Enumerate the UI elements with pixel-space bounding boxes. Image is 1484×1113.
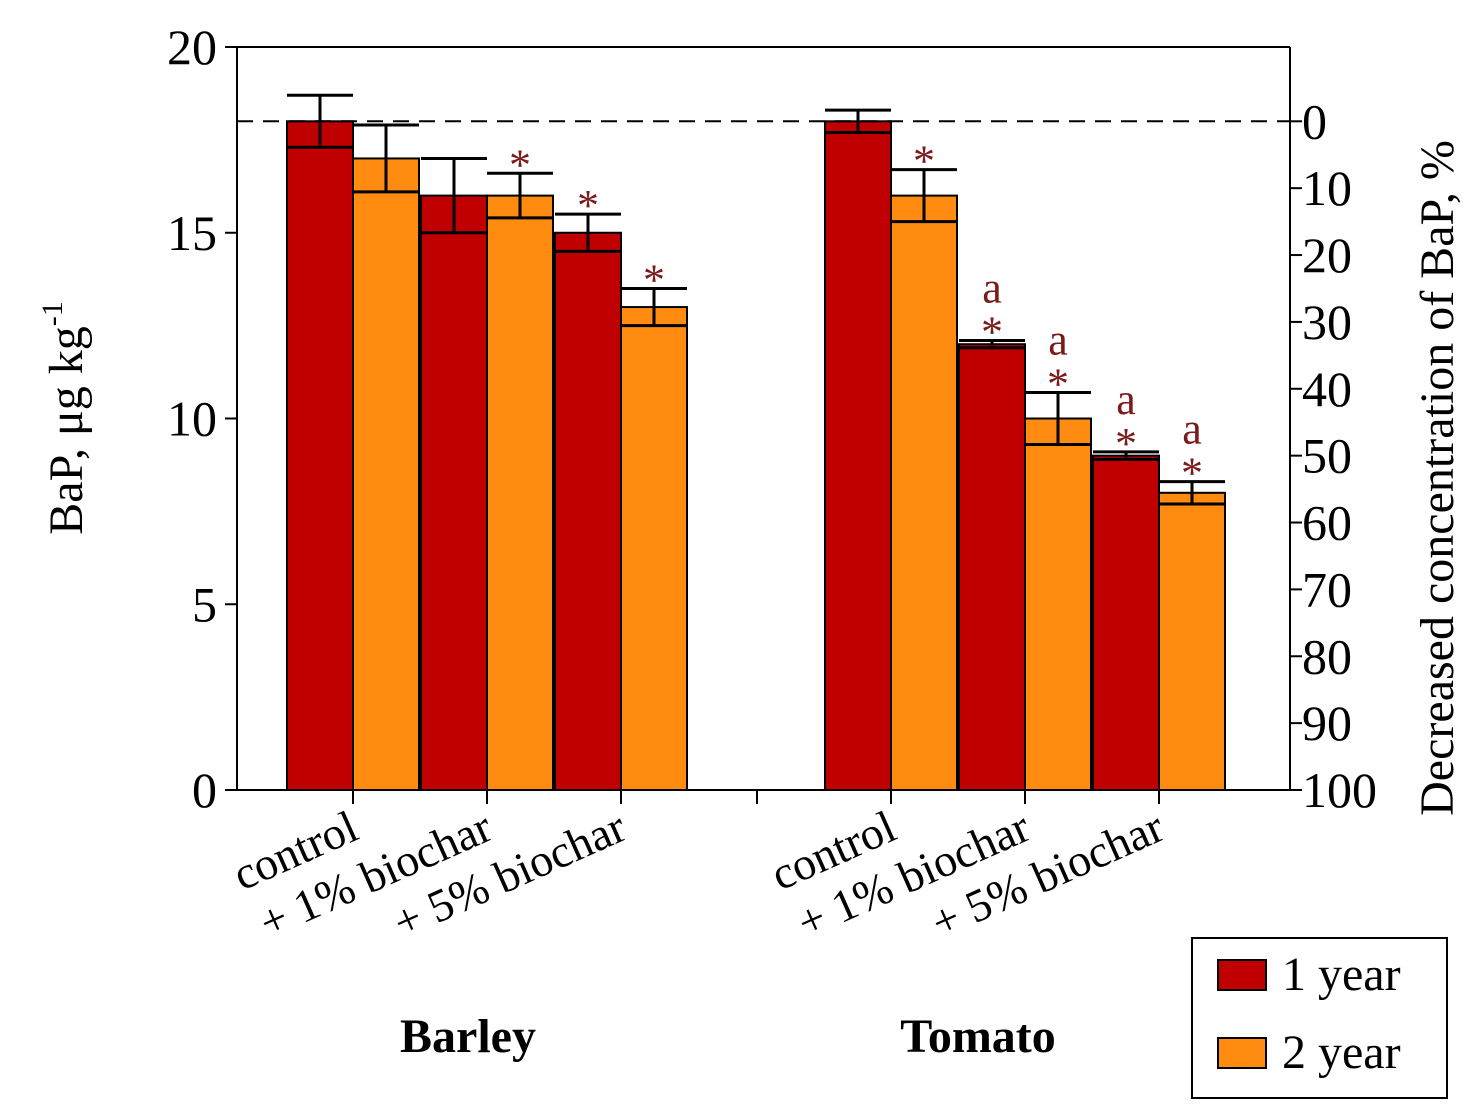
legend-swatch-2-year xyxy=(1217,1037,1267,1069)
bar-barley-2-2-year xyxy=(620,306,688,791)
y-tick-label: 15 xyxy=(167,205,217,261)
group-label-tomato: Tomato xyxy=(900,1010,1056,1063)
significance-letter: a xyxy=(1182,405,1202,454)
bar-barley-0-2-year xyxy=(352,157,420,791)
legend: 1 year 2 year xyxy=(1191,937,1448,1099)
significance-letter: a xyxy=(982,263,1002,312)
bar-barley-2-1-year xyxy=(554,231,622,791)
significance-star: * xyxy=(577,181,599,230)
y2-tick-label: 30 xyxy=(1302,294,1352,350)
significance-letter: a xyxy=(1048,315,1068,364)
bar-tomato-1-2-year xyxy=(1024,417,1092,791)
legend-swatch-1-year xyxy=(1217,959,1267,991)
y2-tick-label: 60 xyxy=(1302,495,1352,551)
significance-star: * xyxy=(643,255,665,304)
bar-tomato-2-1-year xyxy=(1092,454,1160,791)
significance-star: * xyxy=(981,307,1003,356)
y2-tick-label: 50 xyxy=(1302,428,1352,484)
y-tick-label: 0 xyxy=(192,762,217,818)
y-axis-title-superscript: -1 xyxy=(36,301,69,326)
significance-star: * xyxy=(509,140,531,189)
bar-barley-1-2-year xyxy=(486,194,554,792)
y-tick-label: 5 xyxy=(192,576,217,632)
legend-label-2-year: 2 year xyxy=(1282,1026,1401,1079)
significance-star: * xyxy=(1047,359,1069,408)
bar-barley-1-1-year xyxy=(420,194,488,792)
y-tick-label: 10 xyxy=(167,391,217,447)
y2-tick-label: 70 xyxy=(1302,561,1352,617)
y2-tick-label: 0 xyxy=(1302,93,1327,149)
bar-barley-0-1-year xyxy=(286,120,354,792)
y-axis-title: BaP, μg kg-1 xyxy=(36,301,93,534)
y2-tick-label: 100 xyxy=(1302,762,1377,818)
y2-tick-label: 90 xyxy=(1302,695,1352,751)
y2-tick-label: 40 xyxy=(1302,361,1352,417)
group-label-barley: Barley xyxy=(400,1010,536,1063)
significance-star: * xyxy=(913,137,935,186)
bar-tomato-0-1-year xyxy=(824,120,892,792)
y2-axis-title: Decreased concentration of BaP, % xyxy=(1411,140,1464,816)
bar-tomato-0-2-year xyxy=(890,194,958,792)
y-tick-label: 20 xyxy=(167,19,217,75)
y2-tick-label: 10 xyxy=(1302,160,1352,216)
y-axis-title-main: BaP, μg kg xyxy=(40,326,93,534)
y2-tick-label: 20 xyxy=(1302,227,1352,283)
significance-star: * xyxy=(1181,449,1203,498)
legend-label-1-year: 1 year xyxy=(1282,948,1401,1001)
significance-star: * xyxy=(1115,419,1137,468)
significance-letter: a xyxy=(1116,375,1136,424)
bar-tomato-1-1-year xyxy=(958,343,1026,791)
y2-tick-label: 80 xyxy=(1302,628,1352,684)
bar-tomato-2-2-year xyxy=(1158,491,1226,791)
